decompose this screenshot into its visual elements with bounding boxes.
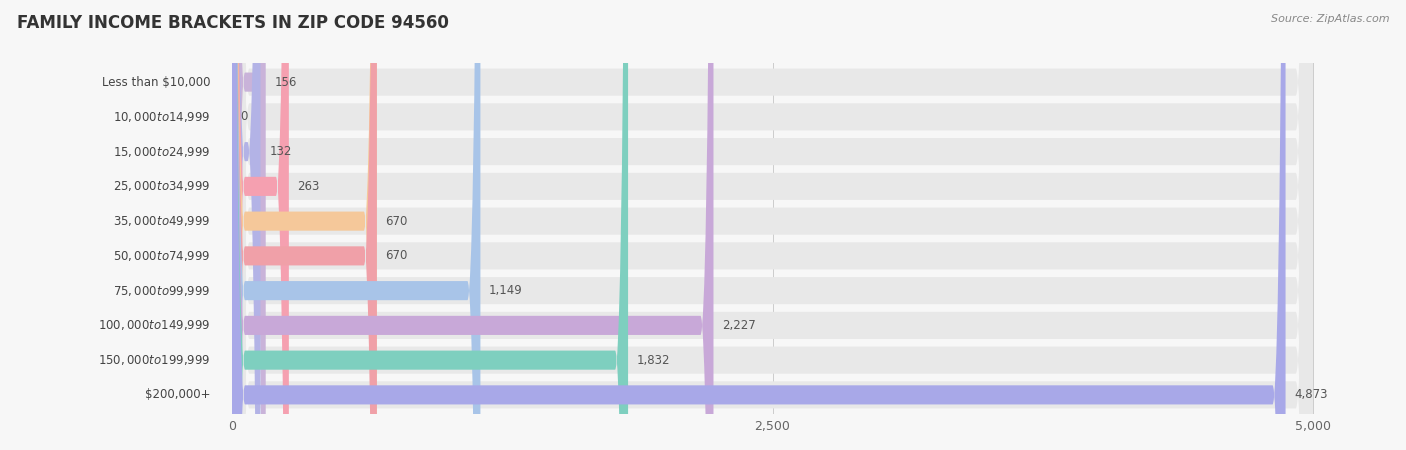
Text: 670: 670 (385, 215, 408, 228)
Text: $15,000 to $24,999: $15,000 to $24,999 (112, 144, 211, 158)
Text: 132: 132 (269, 145, 291, 158)
FancyBboxPatch shape (232, 0, 1313, 450)
FancyBboxPatch shape (232, 0, 713, 450)
Text: 0: 0 (240, 110, 247, 123)
FancyBboxPatch shape (232, 0, 628, 450)
FancyBboxPatch shape (232, 0, 260, 450)
Text: $75,000 to $99,999: $75,000 to $99,999 (112, 284, 211, 297)
FancyBboxPatch shape (232, 0, 377, 450)
FancyBboxPatch shape (232, 0, 1313, 450)
FancyBboxPatch shape (232, 0, 1313, 450)
Text: $150,000 to $199,999: $150,000 to $199,999 (98, 353, 211, 367)
Text: $200,000+: $200,000+ (145, 388, 211, 401)
Text: Source: ZipAtlas.com: Source: ZipAtlas.com (1271, 14, 1389, 23)
FancyBboxPatch shape (232, 0, 288, 450)
Text: 1,149: 1,149 (489, 284, 523, 297)
FancyBboxPatch shape (232, 0, 481, 450)
Text: 2,227: 2,227 (723, 319, 756, 332)
FancyBboxPatch shape (232, 0, 1313, 450)
FancyBboxPatch shape (232, 0, 1313, 450)
Text: 263: 263 (298, 180, 321, 193)
Text: Less than $10,000: Less than $10,000 (101, 76, 211, 89)
Text: $100,000 to $149,999: $100,000 to $149,999 (98, 319, 211, 333)
Text: $10,000 to $14,999: $10,000 to $14,999 (112, 110, 211, 124)
Text: $25,000 to $34,999: $25,000 to $34,999 (112, 180, 211, 194)
Text: 1,832: 1,832 (637, 354, 671, 367)
FancyBboxPatch shape (232, 0, 266, 450)
Text: FAMILY INCOME BRACKETS IN ZIP CODE 94560: FAMILY INCOME BRACKETS IN ZIP CODE 94560 (17, 14, 449, 32)
FancyBboxPatch shape (232, 0, 1285, 450)
Text: $35,000 to $49,999: $35,000 to $49,999 (112, 214, 211, 228)
FancyBboxPatch shape (232, 0, 1313, 450)
Text: 4,873: 4,873 (1294, 388, 1327, 401)
Text: 156: 156 (274, 76, 297, 89)
FancyBboxPatch shape (232, 0, 1313, 450)
FancyBboxPatch shape (232, 0, 1313, 450)
FancyBboxPatch shape (232, 0, 1313, 450)
FancyBboxPatch shape (232, 0, 1313, 450)
Text: 670: 670 (385, 249, 408, 262)
FancyBboxPatch shape (232, 0, 377, 450)
Text: $50,000 to $74,999: $50,000 to $74,999 (112, 249, 211, 263)
